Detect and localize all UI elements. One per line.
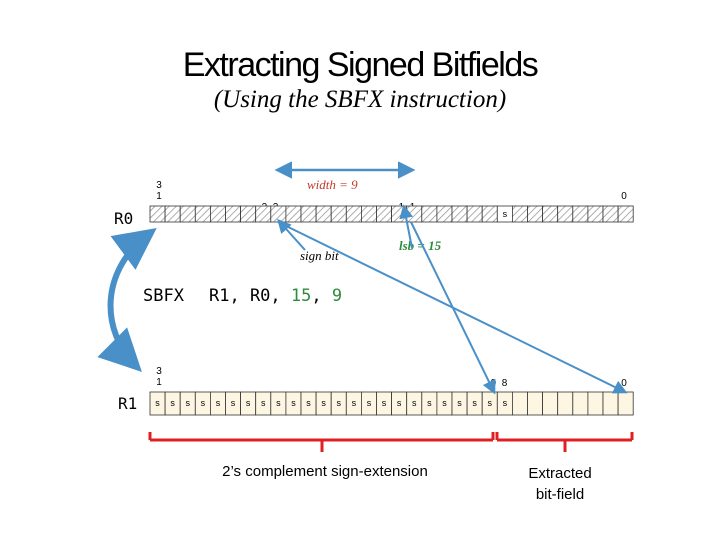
r0-bit-cell: [481, 205, 498, 223]
r1-cell-text: s: [457, 398, 462, 408]
r0-bit-cell: [345, 205, 362, 223]
r1-cell-text: s: [216, 398, 221, 408]
r1-cell-text: s: [306, 398, 311, 408]
r0-bit-cell: [209, 205, 226, 223]
r1-bit-cell: [602, 391, 619, 416]
r1-bit-cell: [527, 391, 544, 416]
r1-cell-text: s: [412, 398, 417, 408]
r0-bit-cell: [557, 205, 574, 223]
instruction-operands: R1, R0, 15, 9: [209, 286, 342, 306]
r0-bit-cell: [255, 205, 272, 223]
r0-bit-cell: [421, 205, 438, 223]
r1-cell-text: s: [201, 398, 206, 408]
extracted-field-label: Extracted bit-field: [500, 463, 620, 505]
r1-bit-cell: [587, 391, 604, 416]
r0-bit-cell: [179, 205, 196, 223]
r1-cell-text: s: [352, 398, 357, 408]
r1-cell-text: s: [337, 398, 342, 408]
r0-bit-cell: [466, 205, 483, 223]
r0-bit-cell: [330, 205, 347, 223]
extracted-field-bracket: [495, 432, 634, 452]
page-title: Extracting Signed Bitfields: [182, 46, 539, 84]
r0-bit-cell: [285, 205, 302, 223]
r1-cell-text: s: [291, 398, 296, 408]
instruction-separator: ,: [311, 286, 332, 306]
r1-cell-text: s: [382, 398, 387, 408]
r1-label: R1: [118, 394, 138, 413]
instruction-lsb-value: 15: [290, 286, 312, 306]
r0-bit-cell: [194, 205, 211, 223]
r1-cell-text: s: [186, 398, 191, 408]
r0-bit-cell: [512, 205, 528, 223]
r0-bit-cell: [360, 205, 377, 223]
r1-bit-cell: [512, 391, 528, 416]
r0-bit-cell: [270, 205, 287, 223]
r1-cell-text: s: [367, 398, 372, 408]
lsb-arrow: [399, 204, 414, 249]
r1-cell-text: s: [246, 398, 251, 408]
curved-transfer-arrow: [97, 227, 157, 372]
r0-bit-cell: [451, 205, 468, 223]
r0-bit-cell: [164, 205, 181, 223]
r1-bit-cell: [557, 391, 574, 416]
r1-cell-text: s: [231, 398, 236, 408]
r0-label: R0: [114, 209, 134, 228]
r1-cell-text: s: [427, 398, 432, 408]
sign-bit-label: sign bit: [300, 248, 339, 263]
r0-bit-cell: [602, 205, 619, 223]
r1-cell-text: s: [442, 398, 447, 408]
r1-cell-text: s: [155, 398, 160, 408]
page-subtitle: (Using the SBFX instruction): [213, 86, 507, 113]
r1-cell-text: s: [321, 398, 326, 408]
lsb-label: lsb = 15: [399, 238, 442, 253]
r0-bit-cell: [149, 205, 166, 223]
r0-bit-cell: [542, 205, 559, 223]
r0-tick-0: 0: [621, 191, 627, 202]
r0-bit-cell: [300, 205, 317, 223]
r1-cell-text: s: [276, 398, 281, 408]
r0-register-cells: s: [149, 205, 634, 223]
r0-bit-cell: [225, 205, 242, 223]
r0-bit-cell: [617, 205, 634, 223]
width-label: width = 9: [307, 177, 358, 192]
r1-cell-text: s: [397, 398, 402, 408]
sign-bit-arrow: [277, 218, 306, 251]
copy-arrow-high: [410, 221, 496, 395]
r0-bit-cell: [406, 205, 423, 223]
r1-cell-text: s: [503, 398, 508, 408]
r1-bit-cell: [617, 391, 634, 416]
sign-extension-label: 2’s complement sign-extension: [222, 463, 428, 480]
extracted-field-label-line1: Extracted: [528, 465, 592, 482]
sign-extension-bracket: [148, 432, 495, 452]
r0-bit-cell: [240, 205, 257, 223]
instruction-width-value: 9: [331, 286, 343, 306]
r0-bit-cell: [527, 205, 544, 223]
r0-bit-cell: [376, 205, 393, 223]
extracted-field-label-line2: bit-field: [535, 486, 585, 503]
r0-bit-cell: [436, 205, 453, 223]
r1-cell-text: s: [170, 398, 175, 408]
r1-cell-text: s: [488, 398, 493, 408]
r1-bit-cell: [572, 391, 589, 416]
r1-cell-text: s: [472, 398, 477, 408]
r1-cell-text: s: [261, 398, 266, 408]
r0-bit-cell: [587, 205, 604, 223]
r0-bit-cell: [572, 205, 589, 223]
instruction-operands-prefix: R1, R0,: [209, 286, 291, 306]
r1-bit-cell: [542, 391, 559, 416]
r0-bit-cell: [315, 205, 332, 223]
r0-sign-cell-text: s: [503, 209, 508, 219]
